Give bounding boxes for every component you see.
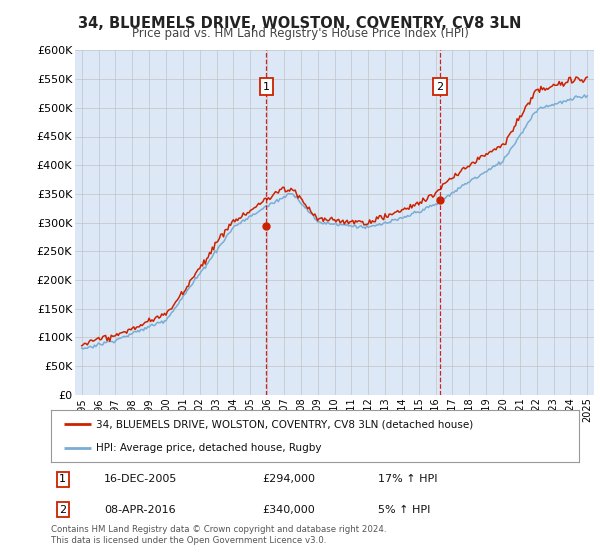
- Text: Price paid vs. HM Land Registry's House Price Index (HPI): Price paid vs. HM Land Registry's House …: [131, 27, 469, 40]
- Text: 2: 2: [59, 505, 66, 515]
- Text: 17% ↑ HPI: 17% ↑ HPI: [379, 474, 438, 484]
- Text: 34, BLUEMELS DRIVE, WOLSTON, COVENTRY, CV8 3LN: 34, BLUEMELS DRIVE, WOLSTON, COVENTRY, C…: [79, 16, 521, 31]
- Text: 34, BLUEMELS DRIVE, WOLSTON, COVENTRY, CV8 3LN (detached house): 34, BLUEMELS DRIVE, WOLSTON, COVENTRY, C…: [96, 419, 473, 430]
- Text: HPI: Average price, detached house, Rugby: HPI: Average price, detached house, Rugb…: [96, 443, 322, 453]
- Text: 1: 1: [59, 474, 66, 484]
- Text: Contains HM Land Registry data © Crown copyright and database right 2024.
This d: Contains HM Land Registry data © Crown c…: [51, 525, 386, 545]
- Text: £340,000: £340,000: [262, 505, 315, 515]
- Text: £294,000: £294,000: [262, 474, 315, 484]
- Text: 1: 1: [263, 82, 270, 92]
- Text: 5% ↑ HPI: 5% ↑ HPI: [379, 505, 431, 515]
- Text: 2: 2: [437, 82, 444, 92]
- Text: 16-DEC-2005: 16-DEC-2005: [104, 474, 177, 484]
- Text: 08-APR-2016: 08-APR-2016: [104, 505, 175, 515]
